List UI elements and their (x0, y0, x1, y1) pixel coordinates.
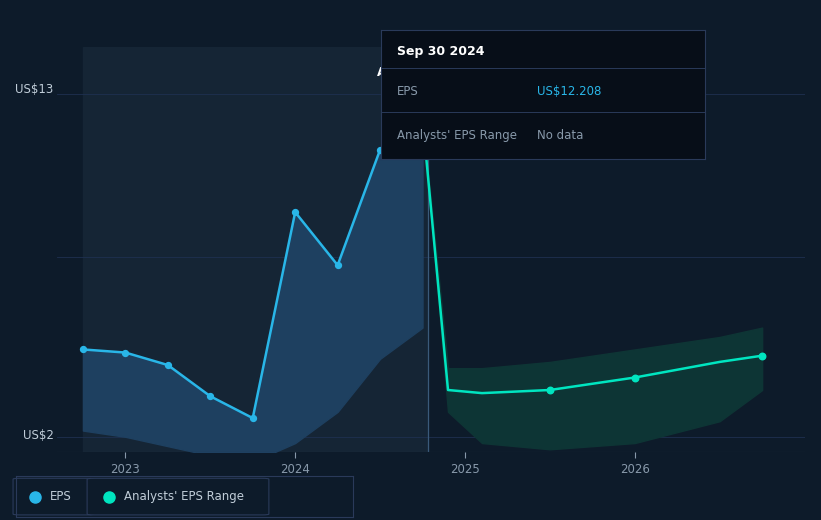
FancyBboxPatch shape (13, 478, 94, 515)
Point (755, 352, 768, 360)
Point (289, 208, 302, 216)
Point (628, 373, 641, 382)
Point (204, 392, 217, 400)
Text: Sep 30 2024: Sep 30 2024 (397, 45, 484, 58)
Text: Analysts' EPS Range: Analysts' EPS Range (124, 490, 244, 503)
Point (331, 261, 344, 269)
Point (416, 114, 429, 123)
Text: Analysts Forecasts: Analysts Forecasts (445, 67, 554, 80)
Text: US$2: US$2 (23, 429, 53, 442)
Text: No data: No data (537, 129, 583, 142)
FancyBboxPatch shape (87, 478, 268, 515)
Text: EPS: EPS (397, 85, 419, 98)
Bar (83, 47, 428, 452)
Point (246, 414, 259, 422)
Text: EPS: EPS (50, 490, 71, 503)
Point (161, 361, 174, 369)
Point (76, 345, 89, 354)
Text: US$12.208: US$12.208 (537, 85, 601, 98)
Point (374, 146, 387, 154)
Point (544, 386, 557, 394)
Text: Analysts' EPS Range: Analysts' EPS Range (397, 129, 517, 142)
Point (416, 114, 429, 123)
Point (119, 348, 132, 357)
Text: US$13: US$13 (16, 83, 53, 96)
Text: Actual: Actual (377, 67, 420, 80)
